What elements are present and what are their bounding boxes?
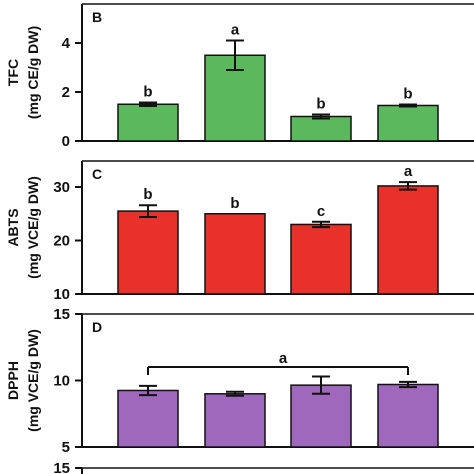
bar (377, 104, 439, 142)
y-axis-label-unit: (mg VCE/g DW) (25, 176, 41, 279)
significance-letter: a (231, 22, 240, 39)
panel-C: C 10 20 30 ABTS (mg VCE/g DW) b b c a (5, 160, 474, 303)
y-tick-label: 4 (62, 35, 71, 52)
bar (204, 393, 266, 448)
next-panel-fragment: 15 (53, 460, 474, 474)
panel-letter: C (92, 166, 102, 182)
y-tick-label: 0 (62, 133, 70, 150)
y-tick-label: 10 (53, 286, 70, 303)
significance-letter: c (317, 203, 325, 220)
y-axis-label-main: ABTS (5, 208, 21, 246)
significance-letter: b (143, 186, 152, 203)
y-tick-label: 2 (62, 84, 70, 101)
significance-letter: b (403, 85, 412, 102)
y-tick-label: 30 (53, 179, 70, 196)
significance-letter: b (316, 96, 325, 113)
significance-letter: b (143, 84, 152, 101)
bar (290, 384, 352, 448)
y-axis-label-main: TFC (5, 59, 21, 86)
group-significance-letter: a (279, 350, 288, 367)
significance-letter: a (404, 163, 413, 180)
bar (377, 185, 439, 295)
y-tick-label: 15 (53, 306, 70, 323)
bar (290, 223, 352, 295)
panel-B: B 0 2 4 TFC (mg CE/g DW) b a b b (5, 3, 474, 150)
bar (117, 389, 179, 448)
bar (290, 115, 352, 142)
y-axis-label-unit: (mg VCE/g DW) (25, 329, 41, 432)
bar (117, 210, 179, 295)
y-tick-label: 10 (53, 373, 70, 390)
y-tick-label: 20 (53, 233, 70, 250)
next-panel-tick-label: 15 (53, 460, 70, 474)
y-axis-label-main: DPPH (5, 361, 21, 400)
panel-letter: D (92, 319, 102, 335)
y-axis-label-unit: (mg CE/g DW) (25, 26, 41, 119)
significance-letter: b (230, 195, 239, 212)
bar (377, 383, 439, 448)
y-tick-label: 5 (62, 439, 70, 456)
panel-letter: B (92, 9, 102, 25)
bar (204, 213, 266, 295)
bar (117, 103, 179, 142)
panel-D: D 5 10 15 DPPH (mg VCE/g DW) a (5, 306, 474, 456)
